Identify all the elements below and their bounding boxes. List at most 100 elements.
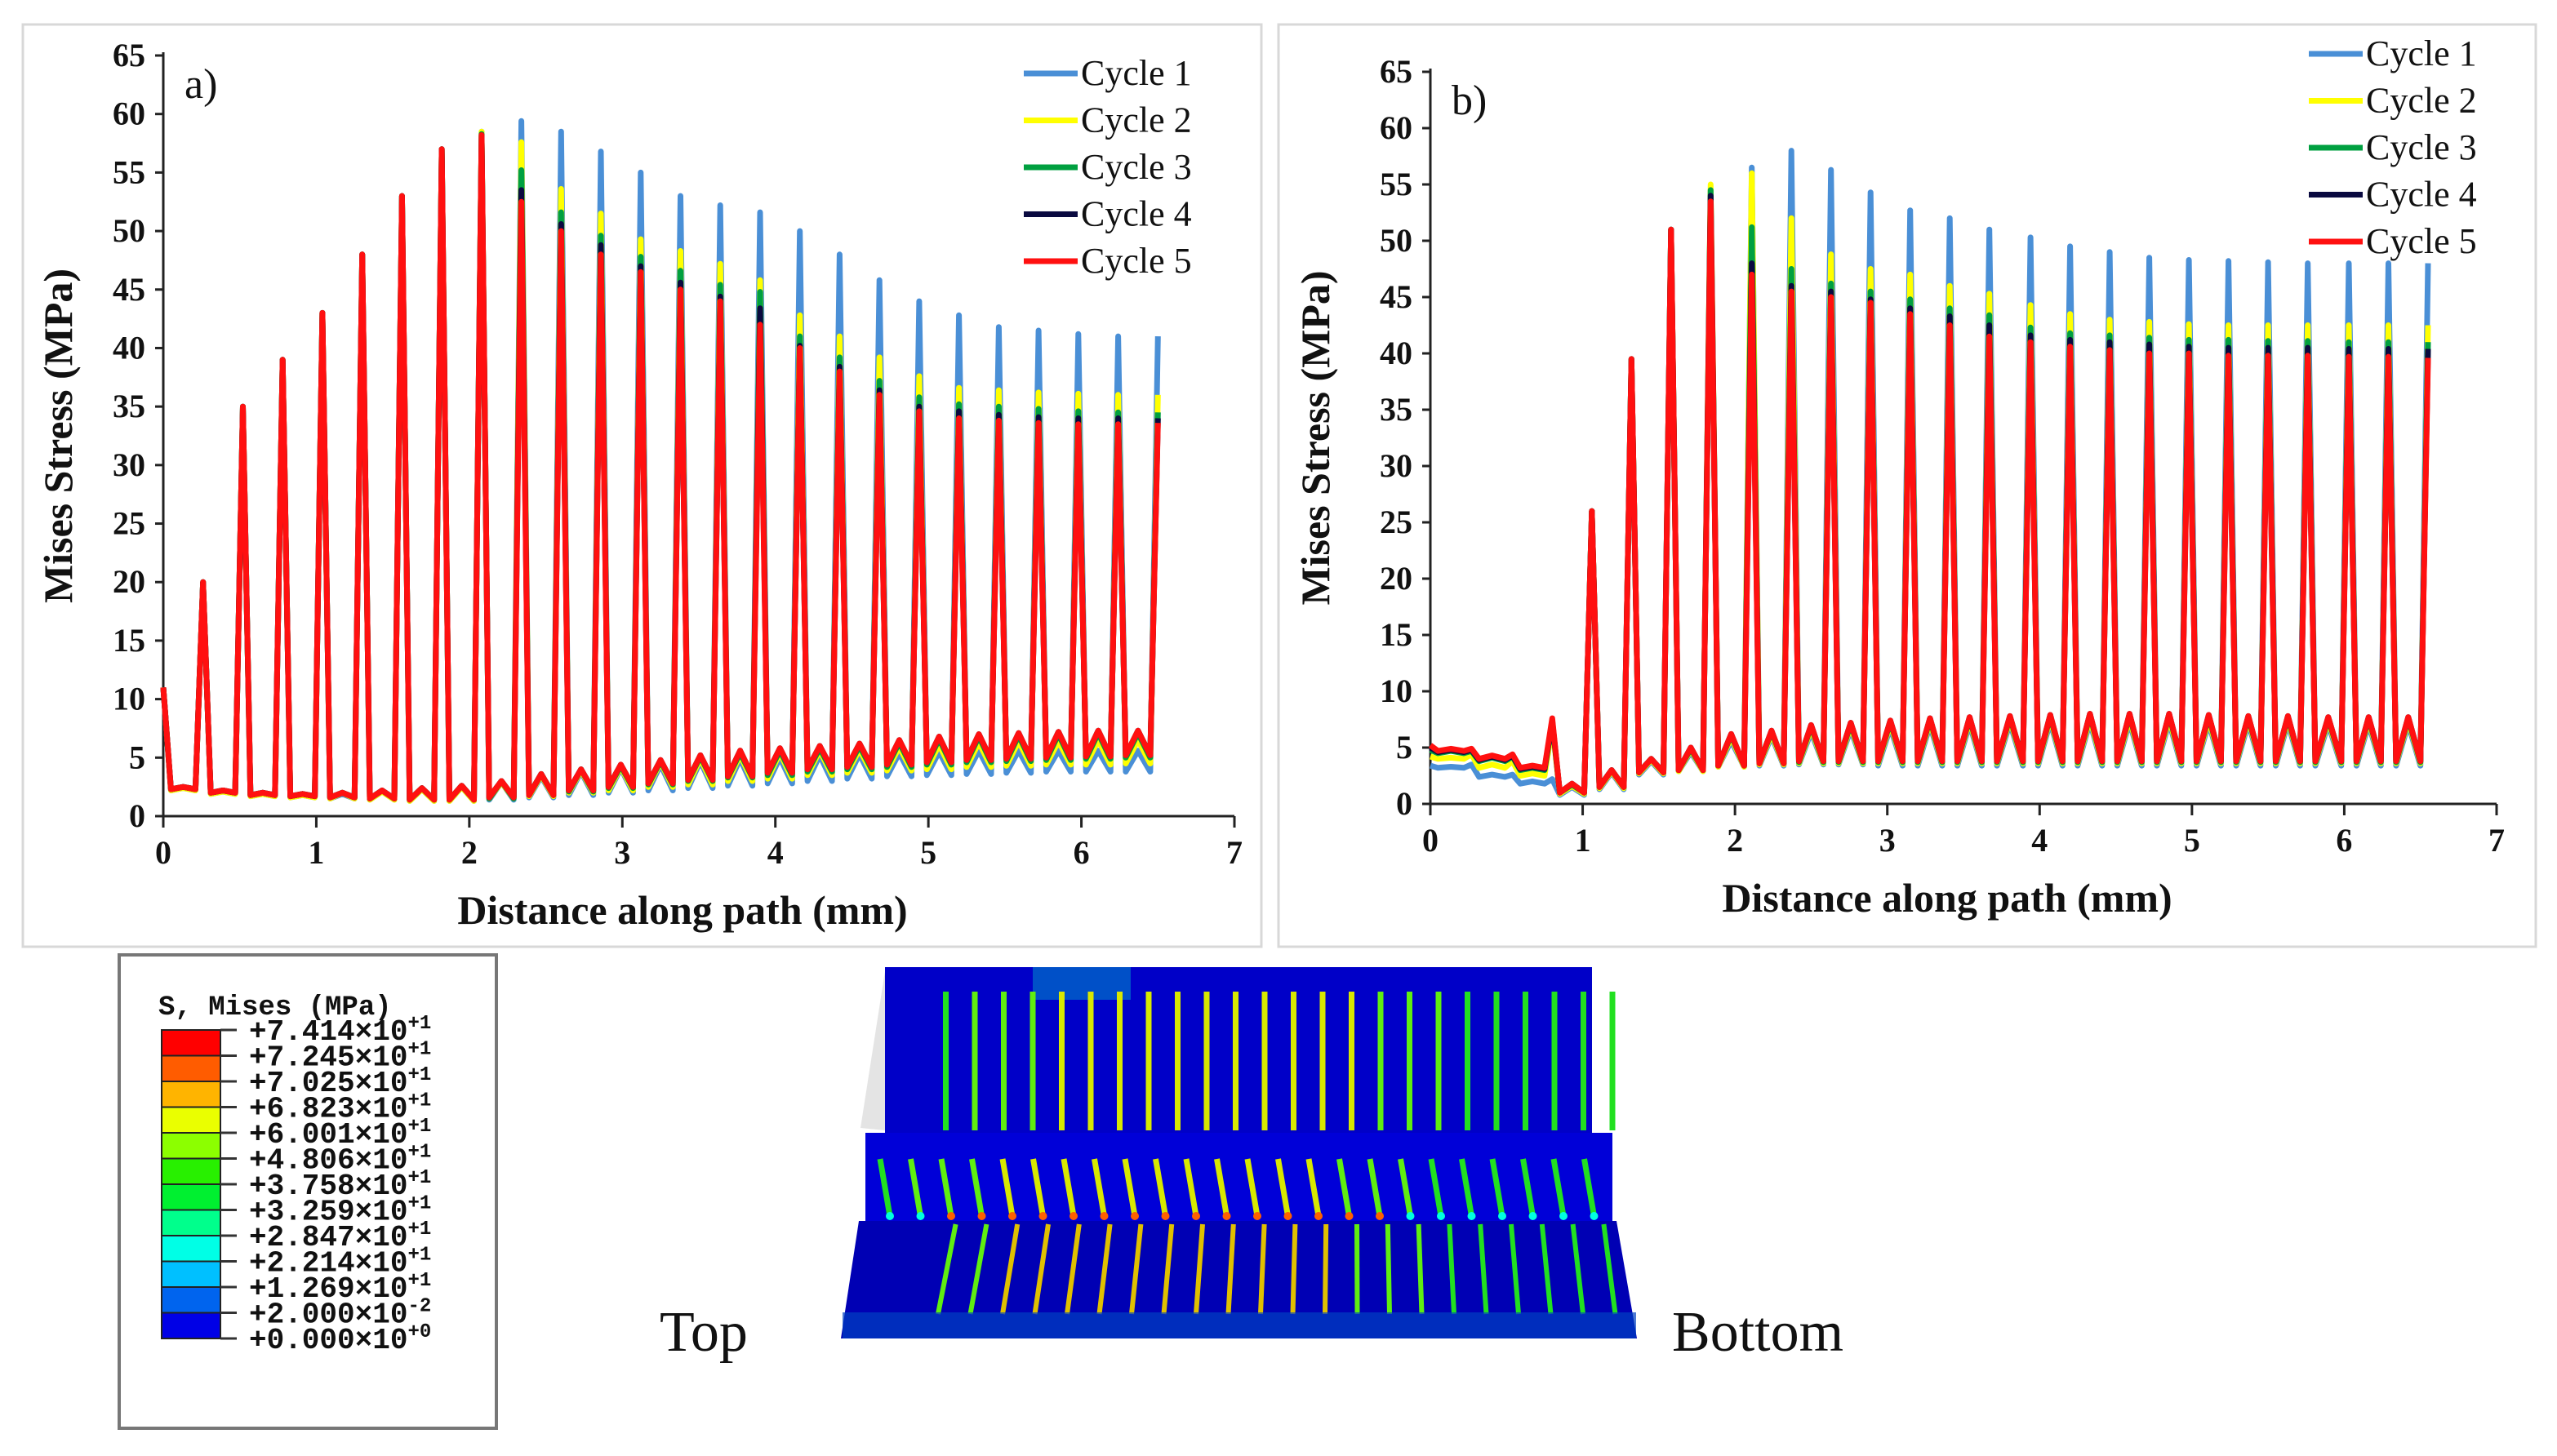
stress-band-middle <box>1122 1158 1138 1217</box>
bottom-label: Bottom <box>1672 1301 1843 1364</box>
stress-band-top <box>1291 992 1296 1130</box>
stress-band-middle <box>1092 1158 1107 1217</box>
stress-band-middle <box>1183 1158 1199 1217</box>
model-middle-face <box>865 1133 1612 1221</box>
legend-label: Cycle 3 <box>2366 127 2477 167</box>
y-tick-label: 30 <box>113 446 145 483</box>
stress-band-bottom <box>1539 1223 1554 1315</box>
stress-band-top <box>1059 992 1065 1130</box>
y-tick-label: 50 <box>113 212 145 249</box>
stress-band-top <box>1261 992 1268 1130</box>
colorbar-swatch <box>161 1235 221 1263</box>
colorbar-label: +0.000×10+0 <box>249 1321 431 1357</box>
colorbar-label: +6.001×10+1 <box>249 1116 431 1152</box>
stress-band-bottom <box>1129 1223 1144 1315</box>
stress-band-top <box>1465 992 1470 1130</box>
stress-hotspot <box>1406 1212 1415 1220</box>
stress-band-top <box>1175 992 1181 1130</box>
stress-band-top <box>1029 992 1036 1130</box>
stress-band-bottom <box>1478 1223 1489 1315</box>
panel-label: b) <box>1452 78 1487 124</box>
stress-band-top <box>1145 992 1152 1130</box>
y-tick-label: 55 <box>1380 166 1412 202</box>
stress-band-bottom <box>936 1223 958 1315</box>
y-tick-label: 10 <box>113 681 145 717</box>
stress-band-top <box>1377 992 1384 1130</box>
colorbar-exponent: +1 <box>407 1245 431 1267</box>
x-axis-title: Distance along path (mm) <box>457 887 907 933</box>
y-tick-label: 0 <box>129 797 145 834</box>
legend-label: Cycle 4 <box>1081 194 1192 234</box>
y-tick-label: 25 <box>1380 504 1412 540</box>
y-tick-label: 30 <box>1380 447 1412 484</box>
colorbar-swatch <box>161 1081 221 1108</box>
stress-hotspot <box>1038 1212 1047 1220</box>
y-tick-label: 45 <box>1380 278 1412 315</box>
colorbar-value: +2.847×10 <box>249 1221 407 1254</box>
model-patch <box>1033 967 1131 1000</box>
stress-hotspot <box>1253 1212 1261 1220</box>
stress-hotspot <box>1498 1212 1506 1220</box>
y-tick-label: 15 <box>113 622 145 659</box>
stress-band-bottom <box>1509 1223 1521 1315</box>
y-tick-label: 10 <box>1380 673 1412 709</box>
x-axis-title: Distance along path (mm) <box>1722 875 2172 921</box>
colorbar-swatch <box>161 1157 221 1185</box>
panel-label: a) <box>185 61 217 108</box>
stress-band-top <box>972 992 978 1130</box>
x-tick-label: 5 <box>920 834 936 871</box>
stress-band-top <box>1233 992 1238 1130</box>
stress-band-top <box>1001 992 1007 1130</box>
stress-band-middle <box>1428 1158 1444 1217</box>
stress-band-top <box>1551 992 1558 1130</box>
stress-hotspot <box>1437 1212 1445 1220</box>
colorbar-value: +6.001×10 <box>249 1118 407 1152</box>
y-tick-label: 35 <box>113 388 145 424</box>
series-line-cycle-5 <box>160 132 1161 803</box>
stress-band-middle <box>1061 1158 1077 1217</box>
legend-label: Cycle 4 <box>2366 175 2477 215</box>
legend-label: Cycle 2 <box>2366 81 2477 121</box>
stress-band-bottom <box>1065 1223 1082 1315</box>
stress-band-middle <box>1520 1158 1536 1217</box>
colorbar-exponent: +1 <box>407 1090 431 1112</box>
colorbar-value: +6.823×10 <box>249 1093 407 1126</box>
stress-hotspot <box>1314 1212 1323 1220</box>
colorbar-swatch <box>161 1209 221 1236</box>
stress-band-middle <box>1367 1158 1383 1217</box>
x-tick-label: 1 <box>1575 822 1591 859</box>
stress-band-top <box>1581 992 1586 1130</box>
colorbar-swatch <box>161 1286 221 1314</box>
stress-band-bottom <box>967 1223 989 1315</box>
x-tick-label: 3 <box>614 834 630 871</box>
stress-band-top <box>1523 992 1528 1130</box>
stress-hotspot <box>1345 1212 1354 1220</box>
stress-hotspot <box>977 1212 986 1220</box>
legend-label: Cycle 2 <box>1081 100 1192 140</box>
y-tick-label: 60 <box>113 95 145 132</box>
colorbar-exponent: +1 <box>407 1013 431 1035</box>
model-bottom-face <box>841 1221 1637 1338</box>
stress-band-middle <box>1398 1158 1413 1217</box>
stress-band-middle <box>1214 1158 1230 1217</box>
colorbar-swatch <box>161 1312 221 1339</box>
model-bottom-edge <box>843 1312 1636 1338</box>
colorbar-value: +2.000×10 <box>249 1298 407 1332</box>
contour-legend: S, Mises (MPa) +7.414×10+1+7.245×10+1+7.… <box>118 953 498 1430</box>
stress-band-bottom <box>1000 1223 1021 1315</box>
colorbar-exponent: +1 <box>407 1193 431 1215</box>
contour-colorbar: +7.414×10+1+7.245×10+1+7.025×10+1+6.823×… <box>161 1013 431 1357</box>
y-tick-label: 45 <box>113 271 145 308</box>
stress-hotspot <box>1222 1212 1231 1220</box>
colorbar-value: +4.806×10 <box>249 1144 407 1178</box>
colorbar-label: +6.823×10+1 <box>249 1090 431 1126</box>
stress-hotspot <box>1008 1212 1016 1220</box>
colorbar-value: +7.025×10 <box>249 1067 407 1100</box>
legend-label: Cycle 1 <box>1081 53 1192 93</box>
stress-band-middle <box>1244 1158 1261 1217</box>
stress-band-bottom <box>1161 1223 1175 1315</box>
legend-label: Cycle 1 <box>2366 33 2477 73</box>
x-tick-label: 7 <box>1226 834 1243 871</box>
stress-band-top <box>1407 992 1412 1130</box>
stress-band-bottom <box>1032 1223 1051 1315</box>
